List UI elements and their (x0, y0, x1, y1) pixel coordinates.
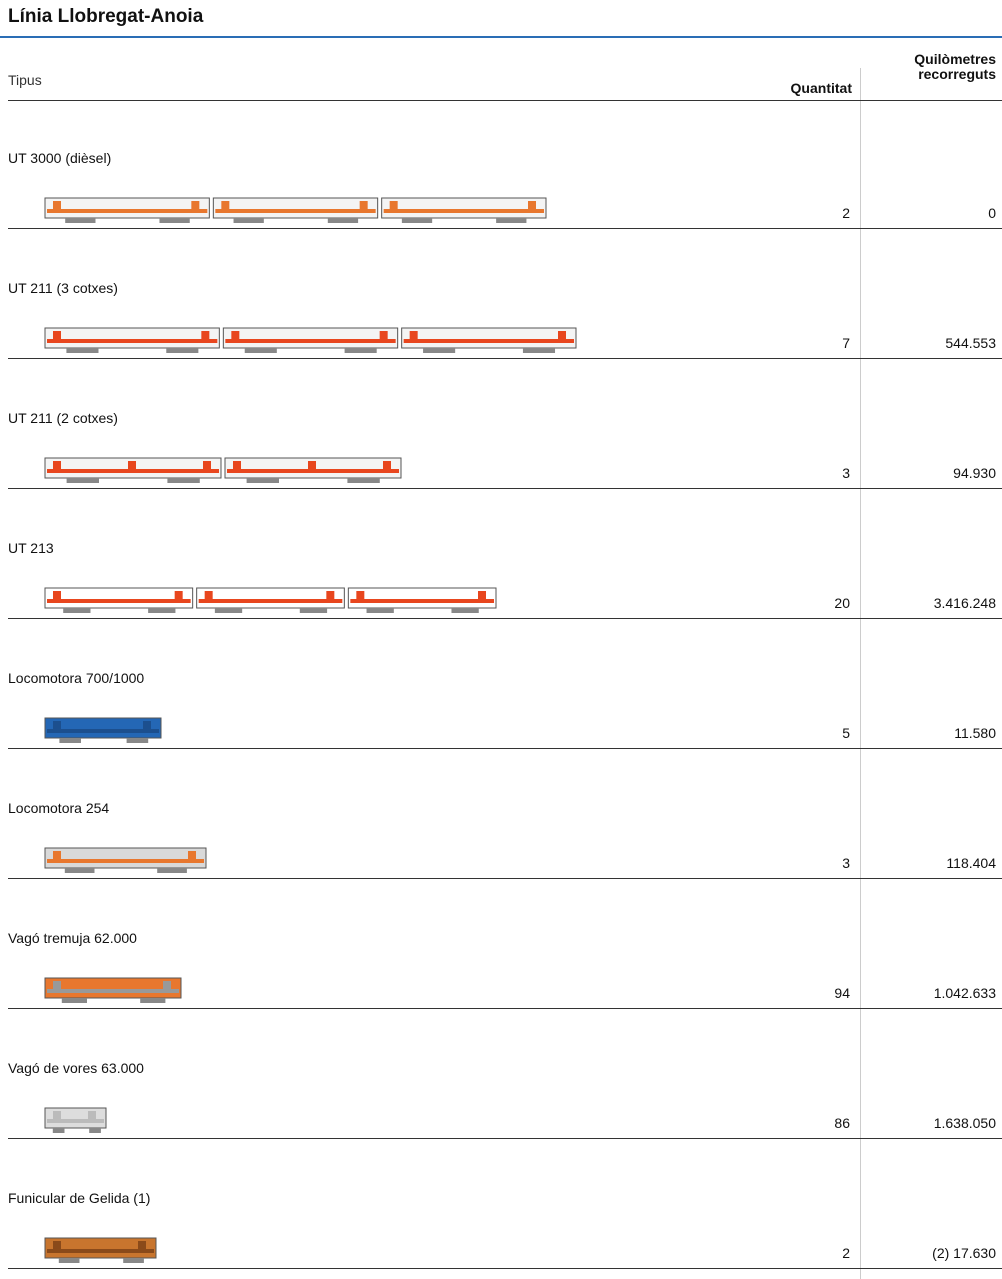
title-rule (0, 36, 1002, 38)
vehicle-drawing (44, 327, 577, 353)
vehicle-drawing (44, 847, 207, 873)
vehicle-type: Funicular de Gelida (1) (8, 1190, 151, 1206)
quantity: 2 (842, 205, 850, 221)
row-rule (8, 1268, 1002, 1269)
quantity: 7 (842, 335, 850, 351)
quantity: 94 (834, 985, 850, 1001)
column-header: Quantitat (790, 80, 852, 96)
column-header: Quilòmetres recorreguts (914, 51, 996, 82)
vehicle-drawing (44, 977, 182, 1003)
vehicle-drawing (44, 1237, 157, 1263)
vehicle-type: Vagó de vores 63.000 (8, 1060, 144, 1076)
kilometres: (2) 17.630 (932, 1245, 996, 1261)
vehicle-drawing (44, 197, 547, 223)
kilometres: 11.580 (954, 725, 996, 741)
row-rule (8, 618, 1002, 619)
quantity: 5 (842, 725, 850, 741)
quantity: 86 (834, 1115, 850, 1131)
vehicle-type: Vagó tremuja 62.000 (8, 930, 137, 946)
vehicle-type: UT 211 (3 cotxes) (8, 280, 118, 296)
vehicle-type: UT 211 (2 cotxes) (8, 410, 118, 426)
kilometres: 0 (988, 205, 996, 221)
vehicle-drawing (44, 587, 497, 613)
kilometres: 1.638.050 (933, 1115, 996, 1131)
quantity: 2 (842, 1245, 850, 1261)
vehicle-type: UT 213 (8, 540, 54, 556)
title: Línia Llobregat-Anoia (8, 6, 204, 27)
row-rule (8, 1008, 1002, 1009)
vehicle-type: Locomotora 254 (8, 800, 110, 816)
vehicle-drawing (44, 1107, 107, 1133)
row-rule (8, 878, 1002, 879)
vehicle-drawing (44, 457, 402, 483)
row-rule (8, 358, 1002, 359)
row-rule (8, 748, 1002, 749)
kilometres: 1.042.633 (933, 985, 996, 1001)
vehicle-type: UT 3000 (dièsel) (8, 150, 112, 166)
quantity: 3 (842, 465, 850, 481)
column-header: Tipus (8, 72, 42, 88)
kilometres: 94.930 (953, 465, 996, 481)
quantity: 20 (834, 595, 850, 611)
kilometres: 544.553 (945, 335, 996, 351)
row-rule (8, 488, 1002, 489)
kilometres: 118.404 (946, 855, 996, 871)
vehicle-type: Locomotora 700/1000 (8, 670, 145, 686)
vehicle-drawing (44, 717, 162, 743)
header-rule (8, 100, 1002, 101)
column-divider (860, 68, 861, 1279)
quantity: 3 (842, 855, 850, 871)
kilometres: 3.416.248 (933, 595, 996, 611)
row-rule (8, 1138, 1002, 1139)
row-rule (8, 228, 1002, 229)
